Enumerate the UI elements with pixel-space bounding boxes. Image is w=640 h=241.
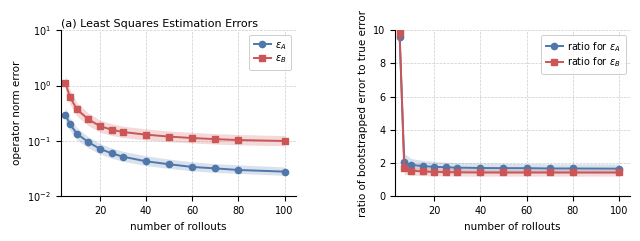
ratio for $\varepsilon_A$: [569, 167, 577, 170]
ratio for $\varepsilon_A$: [419, 165, 426, 167]
ratio for $\varepsilon_A$: [442, 166, 450, 169]
$\varepsilon_A$: [235, 168, 243, 171]
$\varepsilon_A$: [96, 147, 104, 150]
$\varepsilon_B$: [165, 135, 173, 138]
$\varepsilon_B$: [96, 125, 104, 128]
$\varepsilon_B$: [281, 140, 289, 142]
ratio for $\varepsilon_B$: [396, 32, 403, 35]
$\varepsilon_B$: [212, 138, 220, 141]
$\varepsilon_B$: [235, 139, 243, 141]
ratio for $\varepsilon_B$: [569, 171, 577, 174]
$\varepsilon_B$: [142, 133, 150, 136]
$\varepsilon_A$: [189, 166, 196, 168]
$\varepsilon_A$: [66, 123, 74, 126]
Line: ratio for $\varepsilon_A$: ratio for $\varepsilon_A$: [397, 34, 622, 172]
$\varepsilon_A$: [142, 160, 150, 163]
$\varepsilon_A$: [73, 132, 81, 135]
ratio for $\varepsilon_B$: [477, 171, 484, 174]
$\varepsilon_B$: [73, 108, 81, 111]
ratio for $\varepsilon_A$: [477, 167, 484, 169]
$\varepsilon_B$: [84, 118, 92, 121]
ratio for $\varepsilon_B$: [615, 171, 623, 174]
ratio for $\varepsilon_B$: [523, 171, 531, 174]
X-axis label: number of rollouts: number of rollouts: [465, 222, 561, 232]
$\varepsilon_A$: [108, 152, 115, 155]
ratio for $\varepsilon_A$: [431, 165, 438, 168]
ratio for $\varepsilon_B$: [431, 171, 438, 174]
ratio for $\varepsilon_A$: [454, 166, 461, 169]
ratio for $\varepsilon_A$: [396, 35, 403, 38]
ratio for $\varepsilon_A$: [401, 161, 408, 164]
X-axis label: number of rollouts: number of rollouts: [130, 222, 227, 232]
$\varepsilon_B$: [108, 128, 115, 131]
ratio for $\varepsilon_B$: [407, 169, 415, 172]
ratio for $\varepsilon_B$: [546, 171, 554, 174]
$\varepsilon_A$: [212, 167, 220, 170]
ratio for $\varepsilon_A$: [546, 167, 554, 170]
Line: ratio for $\varepsilon_B$: ratio for $\varepsilon_B$: [397, 30, 622, 176]
$\varepsilon_A$: [119, 155, 127, 158]
ratio for $\varepsilon_B$: [500, 171, 508, 174]
Line: $\varepsilon_B$: $\varepsilon_B$: [62, 80, 288, 144]
$\varepsilon_B$: [189, 137, 196, 140]
$\varepsilon_A$: [281, 170, 289, 173]
Y-axis label: ratio of bootstrapped error to true error: ratio of bootstrapped error to true erro…: [358, 10, 367, 217]
$\varepsilon_B$: [61, 82, 69, 85]
ratio for $\varepsilon_B$: [454, 171, 461, 174]
Line: $\varepsilon_A$: $\varepsilon_A$: [62, 111, 288, 175]
$\varepsilon_B$: [66, 96, 74, 99]
ratio for $\varepsilon_B$: [401, 167, 408, 170]
ratio for $\varepsilon_A$: [523, 167, 531, 170]
$\varepsilon_B$: [119, 131, 127, 134]
$\varepsilon_A$: [61, 113, 69, 116]
Text: (a) Least Squares Estimation Errors: (a) Least Squares Estimation Errors: [61, 19, 258, 29]
ratio for $\varepsilon_B$: [442, 171, 450, 174]
ratio for $\varepsilon_A$: [615, 167, 623, 170]
Legend: ratio for $\varepsilon_A$, ratio for $\varepsilon_B$: ratio for $\varepsilon_A$, ratio for $\v…: [541, 35, 625, 74]
$\varepsilon_A$: [84, 141, 92, 144]
Y-axis label: operator norm error: operator norm error: [12, 61, 22, 166]
ratio for $\varepsilon_B$: [419, 170, 426, 173]
$\varepsilon_A$: [165, 163, 173, 166]
ratio for $\varepsilon_A$: [407, 163, 415, 166]
Legend: $\varepsilon_A$, $\varepsilon_B$: $\varepsilon_A$, $\varepsilon_B$: [249, 35, 291, 70]
ratio for $\varepsilon_A$: [500, 167, 508, 170]
